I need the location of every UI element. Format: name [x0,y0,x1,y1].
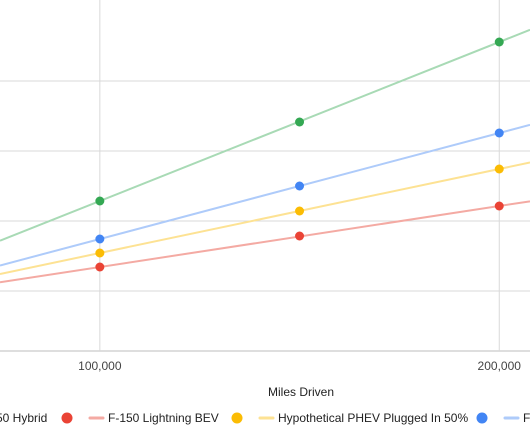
data-point-1-1 [295,231,305,241]
data-point-3-0 [95,234,105,244]
legend-marker-0 [61,412,73,424]
legend-marker-1 [231,412,243,424]
x-tick-label-1: 200,000 [478,359,522,373]
x-tick-label-0: 100,000 [78,359,122,373]
legend-label-1: F-150 Lightning BEV [108,411,219,425]
x-axis-title: Miles Driven [268,385,334,399]
gridlines [0,0,530,352]
x-tick-labels: 100,000 200,000 [78,359,521,373]
data-point-2-0 [95,248,105,258]
series-line-2 [0,161,530,275]
data-point-1-2 [494,201,504,211]
data-point-0-2 [494,37,504,47]
data-point-1-0 [95,262,105,272]
legend-label-0: 50 Hybrid [0,411,47,425]
data-point-0-1 [295,117,305,127]
series-lines [0,28,530,284]
legend-label-2: Hypothetical PHEV Plugged In 50% [278,411,468,425]
series-line-0 [0,28,530,242]
series-line-3 [0,123,530,267]
data-points [95,37,504,272]
data-point-3-2 [494,128,504,138]
legend-marker-2 [476,412,488,424]
data-point-0-0 [95,196,105,206]
data-point-3-1 [295,181,305,191]
data-point-2-2 [494,164,504,174]
legend: 50 Hybrid F-150 Lightning BEV Hypothetical… [0,411,530,425]
legend-label-3: F [523,411,530,425]
series-line-1 [0,200,530,284]
data-point-2-1 [295,206,305,216]
